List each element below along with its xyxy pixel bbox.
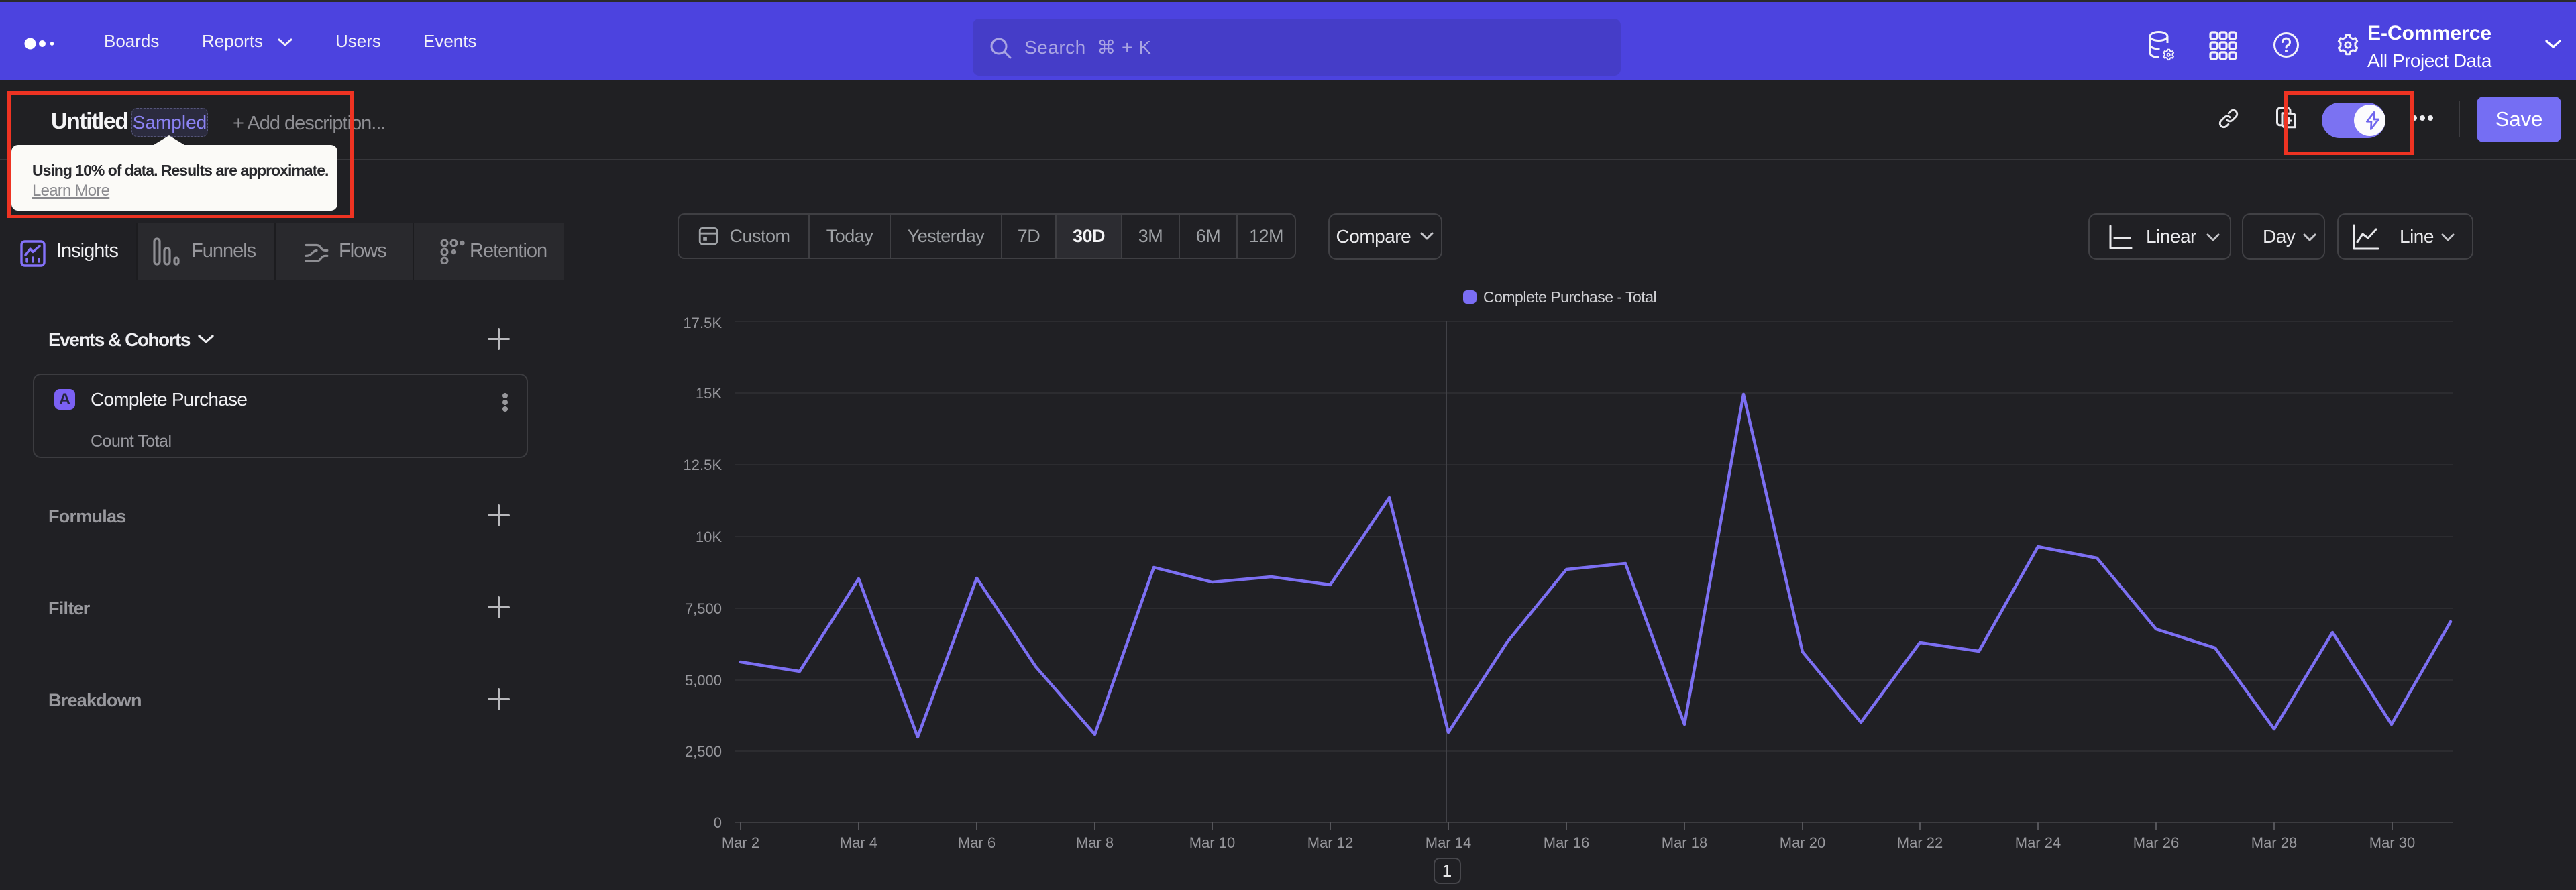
svg-text:12.5K: 12.5K xyxy=(684,457,722,474)
svg-text:Mar 30: Mar 30 xyxy=(2369,834,2415,851)
svg-text:Mar 18: Mar 18 xyxy=(1662,834,1707,851)
svg-text:17.5K: 17.5K xyxy=(684,315,722,331)
svg-text:7,500: 7,500 xyxy=(685,600,722,617)
svg-text:Mar 22: Mar 22 xyxy=(1897,834,1943,851)
svg-text:Mar 10: Mar 10 xyxy=(1189,834,1235,851)
svg-text:Mar 26: Mar 26 xyxy=(2133,834,2179,851)
svg-text:Mar 2: Mar 2 xyxy=(722,834,759,851)
svg-text:Mar 28: Mar 28 xyxy=(2251,834,2297,851)
svg-text:Mar 14: Mar 14 xyxy=(1426,834,1471,851)
svg-text:Mar 6: Mar 6 xyxy=(958,834,996,851)
svg-text:Mar 24: Mar 24 xyxy=(2015,834,2061,851)
svg-text:Mar 8: Mar 8 xyxy=(1076,834,1114,851)
svg-text:0: 0 xyxy=(714,814,722,831)
svg-text:15K: 15K xyxy=(696,385,722,402)
svg-text:Mar 16: Mar 16 xyxy=(1544,834,1589,851)
svg-text:Mar 4: Mar 4 xyxy=(840,834,877,851)
svg-text:Complete Purchase - Total: Complete Purchase - Total xyxy=(1483,288,1656,306)
svg-text:5,000: 5,000 xyxy=(685,672,722,689)
svg-text:10K: 10K xyxy=(696,529,722,545)
svg-text:2,500: 2,500 xyxy=(685,743,722,760)
svg-text:1: 1 xyxy=(1442,860,1452,881)
svg-text:Mar 20: Mar 20 xyxy=(1780,834,1825,851)
svg-text:Mar 12: Mar 12 xyxy=(1307,834,1353,851)
